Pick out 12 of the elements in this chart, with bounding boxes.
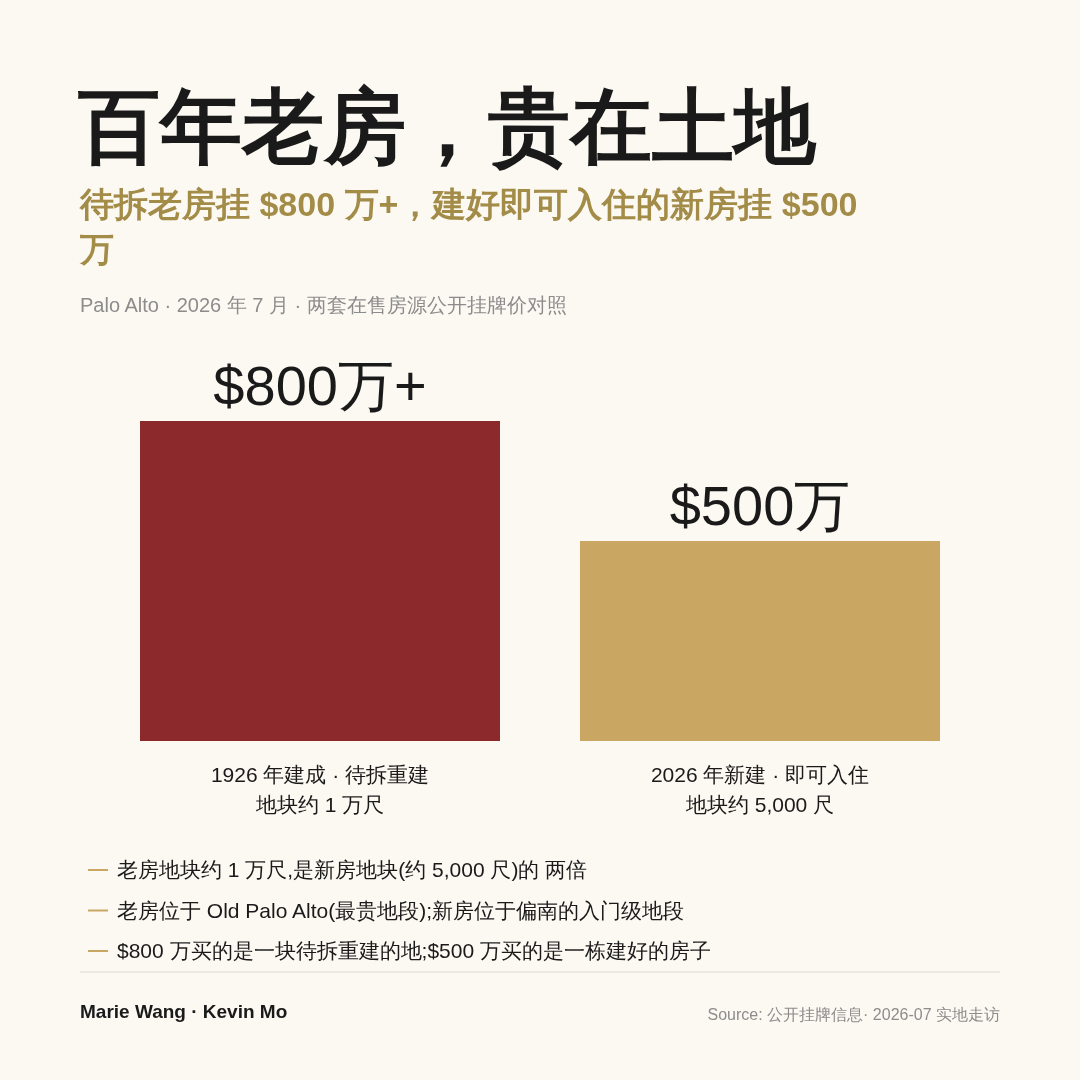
- text: 老房位于 Old Palo Alto(最贵地段);新房位于偏南的入门级地段: [117, 898, 685, 922]
- data-label: $800万+: [213, 354, 427, 417]
- data-label: $500万: [669, 474, 851, 537]
- text: 老房地块约 1 万尺,是新房地块(约 5,000 尺)的 两倍: [117, 858, 588, 881]
- chart-title: 百年老房，贵在土地: [77, 81, 817, 172]
- text: Palo Alto · 2026 年 7 月 · 两套在售房源公开挂牌价对照: [80, 294, 567, 316]
- text: $800 万买的是一块待拆重建的地;$500 万买的是一栋建好的房子: [117, 939, 711, 962]
- x-tick-label: 2026 年新建 · 即可入住地块约 5,000 尺: [650, 763, 870, 816]
- source-note: Source: 公开挂牌信息· 2026-07 实地走访: [707, 1006, 1000, 1023]
- text: Marie Wang · Kevin Mo: [80, 1001, 288, 1022]
- chart-subtitle: 待拆老房挂 $800 万+，建好即可入住的新房挂 $500 万: [79, 185, 858, 268]
- x-tick-label: 1926 年建成 · 待拆重建地块约 1 万尺: [210, 763, 430, 816]
